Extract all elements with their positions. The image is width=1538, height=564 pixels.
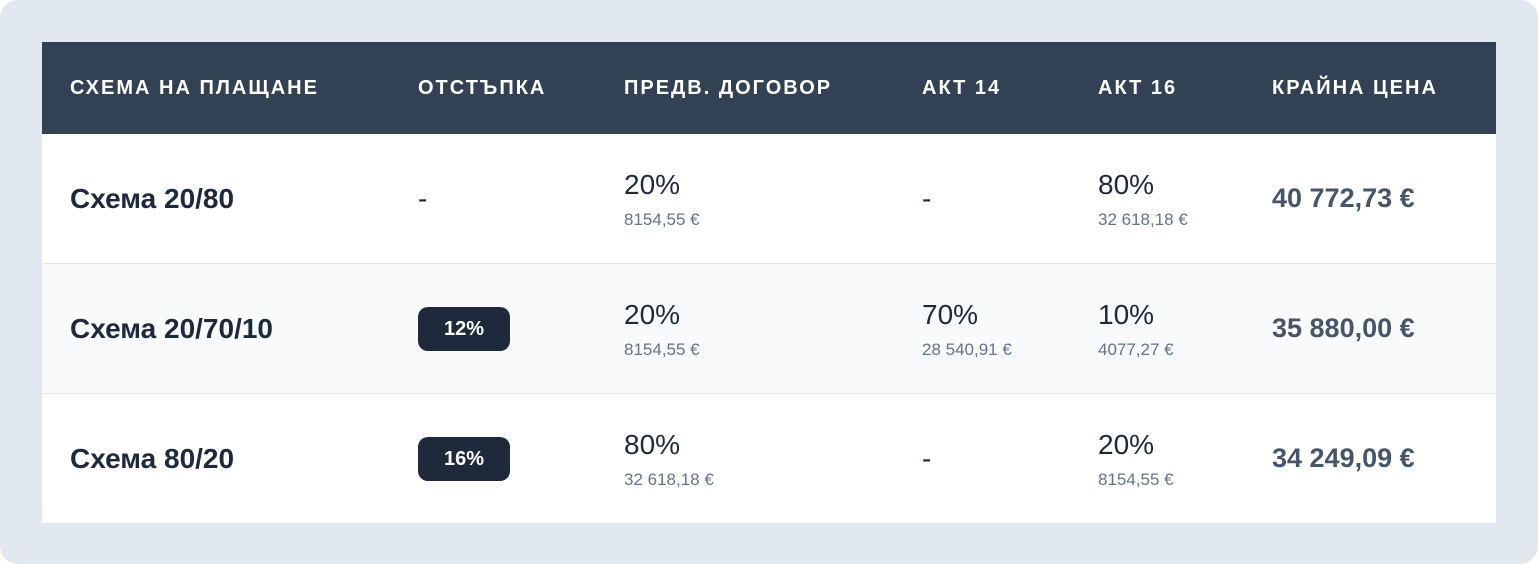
header-scheme: СХЕМА НА ПЛАЩАНЕ xyxy=(42,42,390,134)
table-row: Схема 20/80 - 20% 8154,55 € - 80% 32 618,1… xyxy=(42,134,1496,264)
act14-amount: 28 540,91 € xyxy=(922,339,1012,359)
header-prelim-contract: ПРЕДВ. ДОГОВОР xyxy=(596,42,894,134)
table-row: Схема 80/20 16% 80% 32 618,18 € - 20% 8154… xyxy=(42,393,1496,523)
scheme-name: Схема 20/80 xyxy=(70,182,235,214)
scheme-name: Схема 20/70/10 xyxy=(70,312,273,344)
discount-badge: 16% xyxy=(418,436,510,481)
table-row: Схема 20/70/10 12% 20% 8154,55 € 70% 28 54… xyxy=(42,263,1496,394)
table-header-row: СХЕМА НА ПЛАЩАНЕ ОТСТЪПКА ПРЕДВ. ДОГОВОР… xyxy=(42,42,1496,134)
prelim-percent: 20% xyxy=(624,298,681,330)
header-act16: АКТ 16 xyxy=(1070,42,1244,134)
prelim-amount: 8154,55 € xyxy=(624,339,700,359)
final-price: 35 880,00 € xyxy=(1272,313,1415,343)
act16-percent: 10% xyxy=(1098,298,1155,330)
discount-value: - xyxy=(418,182,428,214)
payment-schemes-table: СХЕМА НА ПЛАЩАНЕ ОТСТЪПКА ПРЕДВ. ДОГОВОР… xyxy=(42,42,1496,523)
act14-percent: - xyxy=(922,442,932,474)
act16-amount: 32 618,18 € xyxy=(1098,209,1188,229)
prelim-percent: 80% xyxy=(624,428,681,460)
act14-percent: - xyxy=(922,182,932,214)
prelim-amount: 32 618,18 € xyxy=(624,469,714,489)
scheme-name: Схема 80/20 xyxy=(70,442,235,474)
header-discount: ОТСТЪПКА xyxy=(390,42,596,134)
header-final-price: КРАЙНА ЦЕНА xyxy=(1244,42,1496,134)
act14-percent: 70% xyxy=(922,298,979,330)
final-price: 34 249,09 € xyxy=(1272,443,1415,473)
act16-amount: 4077,27 € xyxy=(1098,339,1174,359)
act16-amount: 8154,55 € xyxy=(1098,469,1174,489)
final-price: 40 772,73 € xyxy=(1272,183,1415,213)
prelim-amount: 8154,55 € xyxy=(624,209,700,229)
act16-percent: 20% xyxy=(1098,428,1155,460)
act16-percent: 80% xyxy=(1098,168,1155,200)
prelim-percent: 20% xyxy=(624,168,681,200)
discount-badge: 12% xyxy=(418,306,510,351)
header-act14: АКТ 14 xyxy=(894,42,1070,134)
